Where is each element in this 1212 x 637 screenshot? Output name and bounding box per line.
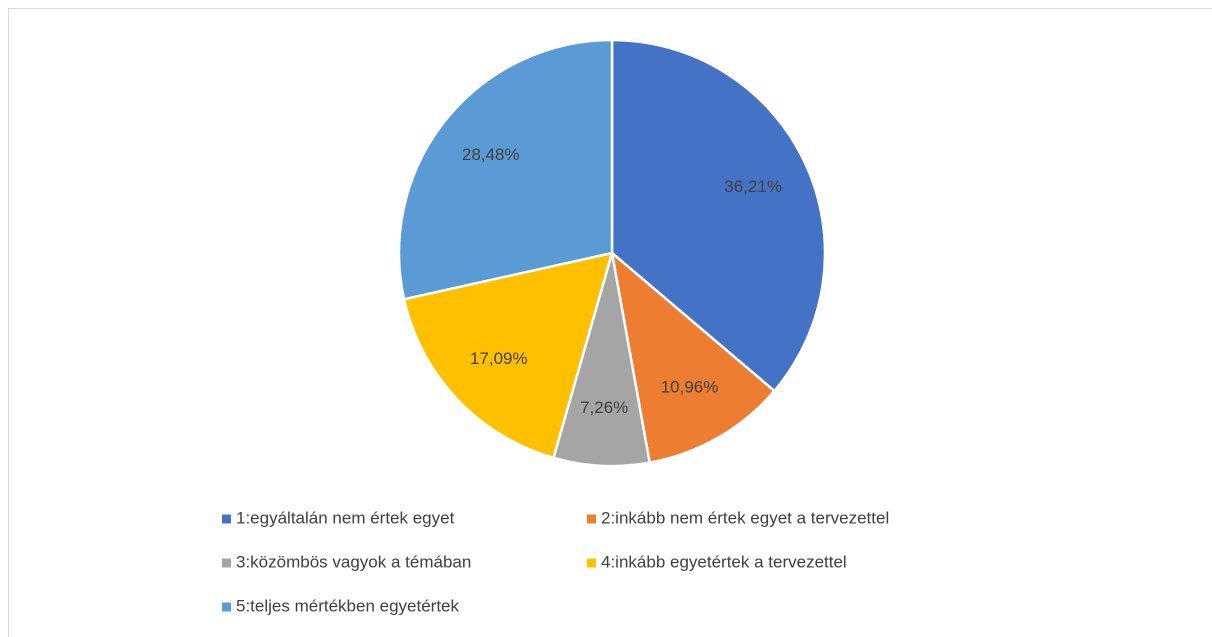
pie-slice bbox=[610, 38, 827, 393]
data-label: 7,26% bbox=[580, 398, 628, 417]
legend-label: 5:teljes mértékben egyetértek bbox=[236, 596, 460, 615]
legend-swatch bbox=[587, 558, 596, 568]
data-label: 10,96% bbox=[661, 377, 719, 396]
legend-swatch bbox=[222, 558, 231, 568]
data-label: 17,09% bbox=[470, 349, 528, 368]
legend-label: 3:közömbös vagyok a témában bbox=[236, 552, 471, 571]
legend-label: 4:inkább egyetértek a tervezettel bbox=[601, 552, 847, 571]
pie-slice bbox=[610, 249, 777, 465]
legend-swatch bbox=[222, 602, 231, 612]
data-label: 36,21% bbox=[724, 177, 782, 196]
pie-slice bbox=[402, 251, 614, 460]
legend-label: 2:inkább nem értek egyet a tervezettel bbox=[601, 508, 889, 527]
legend-swatch bbox=[587, 514, 596, 524]
data-label: 28,48% bbox=[462, 145, 520, 164]
legend-label: 1:egyáltalán nem értek egyet bbox=[236, 508, 455, 527]
pie-slice bbox=[397, 38, 614, 301]
legend-swatch bbox=[222, 514, 231, 524]
